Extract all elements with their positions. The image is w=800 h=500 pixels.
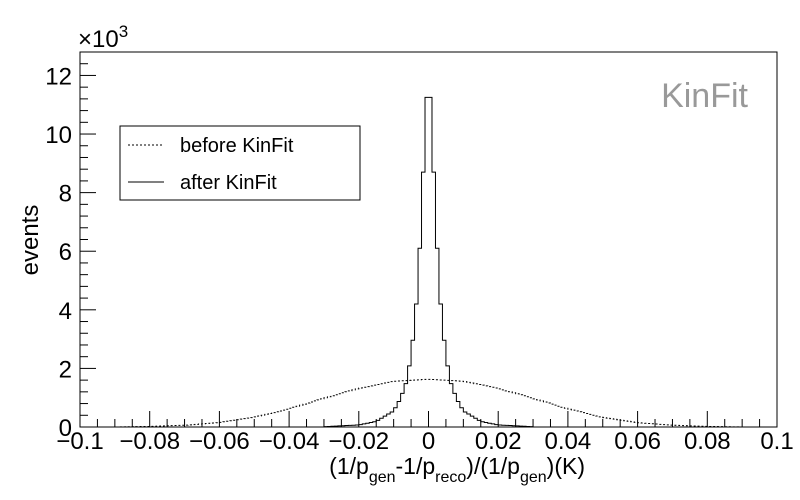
x-tick-label: 0.08: [684, 428, 731, 455]
x-tick-label: 0.02: [475, 428, 522, 455]
y-tick-label: 10: [45, 122, 72, 149]
x-tick-label: 0.06: [614, 428, 661, 455]
y-axis: 0 2 4 6 8 10 12: [45, 51, 96, 442]
y-tick-label: 2: [59, 356, 72, 383]
x-tick-label: −0.06: [189, 428, 250, 455]
kinfit-annotation: KinFit: [661, 77, 748, 115]
y-axis-multiplier: ×103: [78, 22, 128, 53]
y-tick-label: 4: [59, 298, 72, 325]
legend-label-before: before KinFit: [180, 135, 294, 157]
x-tick-label: 0: [422, 428, 435, 455]
legend-label-after: after KinFit: [180, 172, 277, 194]
x-tick-label: −0.08: [119, 428, 180, 455]
legend-box: [119, 125, 361, 201]
x-tick-label: −0.04: [259, 428, 320, 455]
x-tick-label: −0.1: [56, 428, 103, 455]
legend: before KinFit after KinFit: [119, 125, 361, 201]
y-axis-label: events: [17, 205, 44, 276]
y-tick-label: 0: [59, 415, 72, 442]
x-axis-label: (1/pgen-1/preco)/(1/pgen)(K): [329, 453, 585, 486]
x-tick-label: 0.04: [545, 428, 592, 455]
plot-area: [80, 96, 777, 428]
y-tick-label: 6: [59, 239, 72, 266]
series-before-kinfit: [80, 378, 777, 428]
x-axis: −0.1 −0.08 −0.06 −0.04 −0.02 0 0.02 0.04 0.06 0.0…: [56, 411, 794, 455]
x-tick-label: 0.1: [760, 428, 793, 455]
y-tick-label: 8: [59, 181, 72, 208]
y-tick-label: 12: [45, 63, 72, 90]
x-tick-label: −0.02: [328, 428, 389, 455]
series-after-kinfit: [80, 96, 777, 428]
